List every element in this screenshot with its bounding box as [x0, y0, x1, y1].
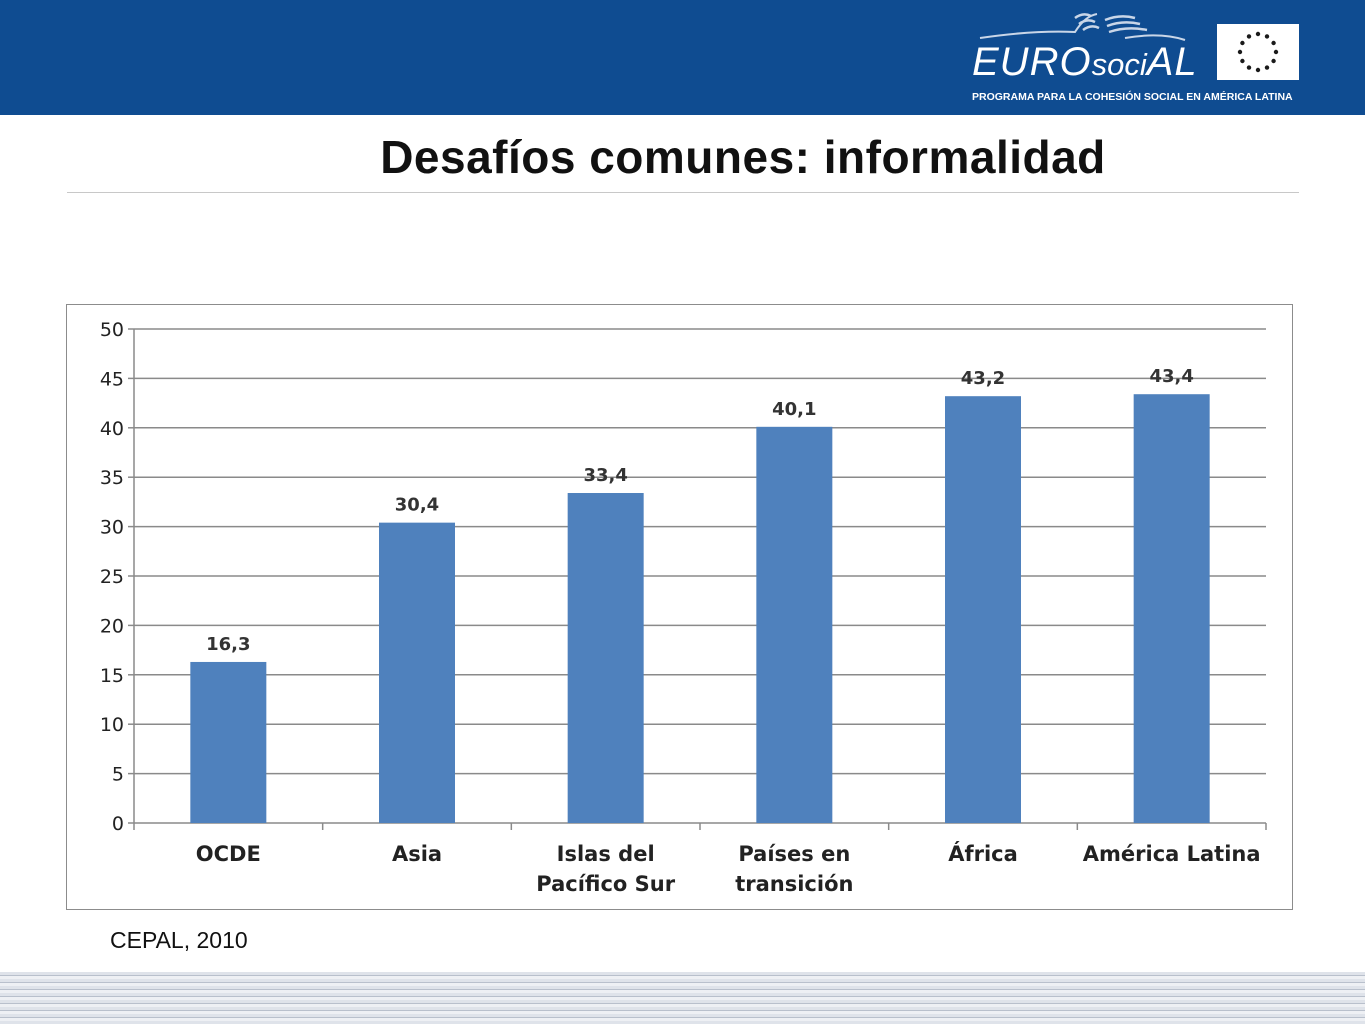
logo-part-al: AL	[1146, 40, 1198, 84]
y-tick-label: 35	[100, 467, 124, 489]
x-category-label: Países en	[738, 842, 850, 866]
logo-swirls-icon	[979, 13, 1186, 41]
data-label: 16,3	[206, 634, 250, 655]
eu-flag-icon	[1217, 24, 1299, 80]
eu-star-icon	[1237, 49, 1243, 55]
logo-tagline: PROGRAMA PARA LA COHESIÓN SOCIAL EN AMÉR…	[972, 91, 1293, 103]
y-tick-label: 10	[100, 714, 124, 736]
eu-star-icon	[1273, 49, 1279, 55]
eu-star-icon	[1271, 40, 1276, 46]
source-note: CEPAL, 2010	[110, 927, 248, 953]
y-tick-label: 45	[100, 368, 124, 390]
x-category-label: OCDE	[196, 842, 261, 866]
bar	[190, 661, 267, 823]
eu-star-icon	[1264, 65, 1270, 70]
y-tick-label: 25	[100, 566, 124, 588]
data-label: 33,4	[583, 465, 627, 486]
data-label: 30,4	[395, 495, 439, 516]
title-divider	[67, 192, 1299, 193]
x-category-label: Pacífico Sur	[536, 872, 675, 896]
bar	[756, 426, 833, 823]
y-tick-label: 30	[100, 517, 124, 539]
chart-frame: 0 5 10 15 20 25 30 35 40 45 50 16,3 OCDE 30,4 Asia 33,4…	[66, 304, 1293, 910]
eu-star-icon	[1246, 34, 1252, 39]
header-bar: EUROsociAL PROGRAMA PARA LA COHESIÓN SOC…	[0, 0, 1365, 115]
x-category-label: África	[948, 841, 1018, 866]
y-tick-label: 50	[100, 319, 124, 341]
x-category-label: América Latina	[1083, 842, 1261, 866]
eu-star-icon	[1255, 67, 1261, 73]
eu-stars-icon	[1237, 31, 1279, 73]
y-tick-label: 0	[112, 813, 124, 835]
y-tick-label: 20	[100, 615, 124, 637]
y-tick-label: 40	[100, 418, 124, 440]
logo-part-euro: EURO	[972, 40, 1092, 84]
bar	[945, 396, 1021, 823]
eu-star-icon	[1271, 58, 1276, 64]
logo-part-soci: soci	[1091, 47, 1147, 82]
x-category-label: Islas del	[557, 842, 655, 866]
bar	[567, 493, 644, 823]
data-label: 40,1	[772, 399, 816, 420]
y-tick-label: 15	[100, 665, 124, 687]
x-category-label: transición	[735, 872, 853, 896]
bar	[379, 522, 455, 823]
x-category-label: Asia	[392, 842, 442, 866]
eu-star-icon	[1246, 65, 1252, 70]
bar	[1133, 394, 1210, 823]
data-label: 43,2	[961, 368, 1005, 389]
data-label: 43,4	[1149, 366, 1193, 387]
bar-chart: 0 5 10 15 20 25 30 35 40 45 50 16,3 OCDE 30,4 Asia 33,4…	[100, 319, 1267, 896]
eu-star-icon	[1264, 34, 1270, 39]
slide-title: Desafíos comunes: informalidad	[380, 131, 1106, 183]
eurosocial-logo: EUROsociAL	[972, 40, 1198, 85]
eu-star-icon	[1240, 40, 1245, 46]
eu-star-icon	[1240, 58, 1245, 64]
eu-star-icon	[1255, 31, 1261, 37]
footer-band	[0, 972, 1365, 1024]
y-tick-label: 5	[112, 764, 124, 786]
